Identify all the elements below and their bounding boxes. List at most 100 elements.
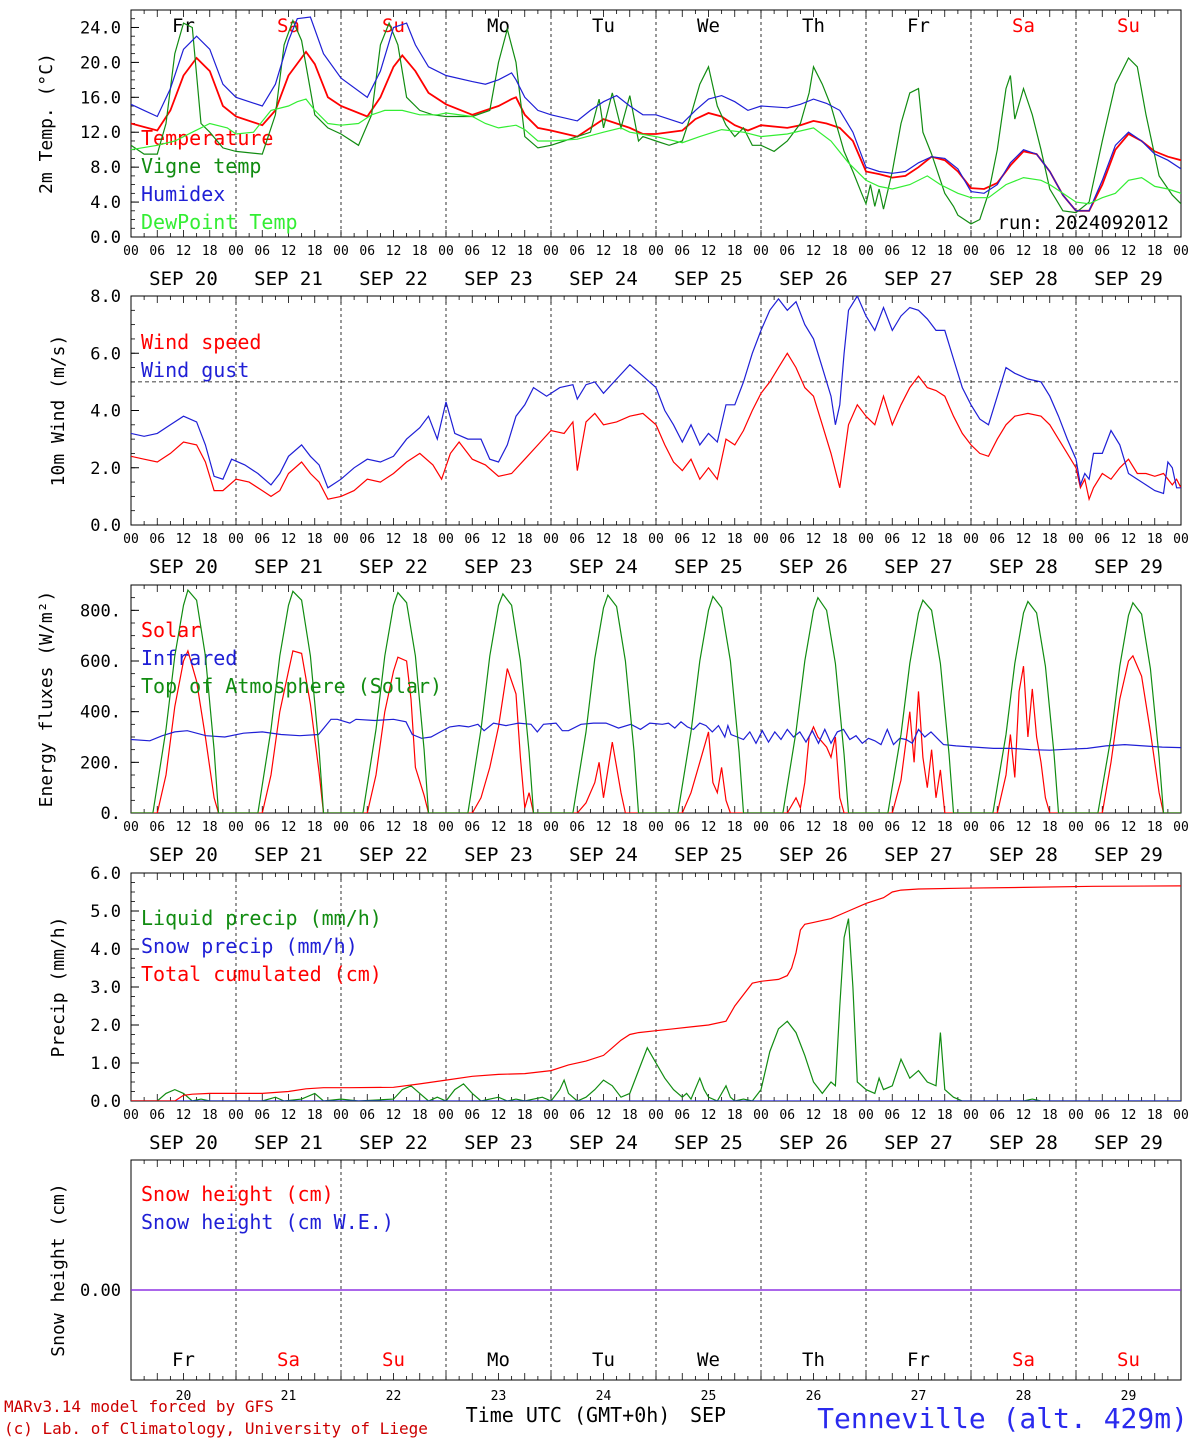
y-axis-label: Precip (mm/h) [48,917,69,1058]
y-tick-label: 4.0 [90,940,121,960]
legend-entry: Wind speed [141,330,261,354]
x-axis-label: Time UTC (GMT+0h) [466,1403,671,1427]
hour-tick-label: 06 [359,532,375,547]
hour-tick-label: 12 [806,532,822,547]
hour-tick-label: 12 [1121,820,1137,835]
weekday-label: Tu [592,15,615,37]
hour-tick-label: 00 [648,244,664,259]
hour-tick-label: 12 [1121,532,1137,547]
date-label: SEP 26 [779,844,848,866]
hour-tick-label: 06 [464,244,480,259]
hour-tick-label: 00 [123,820,139,835]
date-label: SEP 20 [149,1132,218,1154]
hour-tick-label: 00 [963,244,979,259]
hour-tick-label: 18 [937,532,953,547]
hour-tick-label: 18 [202,1108,218,1123]
hour-tick-label: 18 [412,244,428,259]
hour-tick-label: 12 [176,1108,192,1123]
hour-tick-label: 00 [648,532,664,547]
day-number-label: 23 [491,1389,507,1404]
date-label: SEP 20 [149,268,218,290]
hour-tick-label: 06 [254,532,270,547]
hour-tick-label: 06 [884,244,900,259]
date-label: SEP 22 [359,556,428,578]
hour-tick-label: 18 [412,1108,428,1123]
hour-tick-label: 12 [386,244,402,259]
legend-entry: Humidex [141,182,225,206]
hour-tick-label: 06 [674,1108,690,1123]
hour-tick-label: 18 [307,244,323,259]
hour-tick-label: 18 [1147,244,1163,259]
hour-tick-label: 00 [438,244,454,259]
hour-tick-label: 12 [281,820,297,835]
hour-tick-label: 12 [701,820,717,835]
hour-tick-label: 12 [596,532,612,547]
hour-tick-label: 00 [648,1108,664,1123]
hour-tick-label: 06 [359,244,375,259]
hour-tick-label: 06 [569,1108,585,1123]
y-tick-label: 1.0 [90,1054,121,1074]
date-label: SEP 28 [989,844,1058,866]
hour-tick-label: 12 [911,820,927,835]
y-tick-label: 0.0 [90,228,121,248]
hour-tick-label: 18 [517,820,533,835]
date-label: SEP 20 [149,556,218,578]
weekday-label: Fr [172,15,195,37]
date-label: SEP 29 [1094,268,1163,290]
y-tick-label: 16.0 [80,88,121,108]
hour-tick-label: 00 [858,1108,874,1123]
hour-tick-label: 00 [123,1108,139,1123]
credit-line-2: (c) Lab. of Climatology, University of L… [4,1419,428,1438]
hour-tick-label: 06 [254,244,270,259]
day-number-label: 20 [176,1389,192,1404]
hour-tick-label: 06 [779,1108,795,1123]
date-label: SEP 26 [779,1132,848,1154]
hour-tick-label: 18 [1042,244,1058,259]
y-tick-label: 0. [101,804,121,824]
hour-tick-label: 06 [149,820,165,835]
y-tick-label: 12.0 [80,123,121,143]
y-tick-label: 4.0 [90,402,121,422]
hour-tick-label: 12 [596,1108,612,1123]
hour-tick-label: 18 [832,1108,848,1123]
hour-tick-label: 00 [438,1108,454,1123]
hour-tick-label: 00 [333,820,349,835]
series-line-infrared [131,718,1181,751]
hour-tick-label: 12 [911,532,927,547]
day-number-label: 26 [806,1389,822,1404]
hour-tick-label: 06 [674,820,690,835]
hour-tick-label: 00 [753,820,769,835]
hour-tick-label: 00 [228,532,244,547]
legend-entry: Snow height (cm) [141,1182,334,1206]
series-line-total-cumulated-cm- [131,885,1181,1101]
y-axis-label: 2m Temp. (°C) [36,53,57,194]
date-label: SEP 20 [149,844,218,866]
series-line-humidex [131,16,1181,212]
series-line-top-of-atmosphere-solar- [131,588,1181,813]
hour-tick-label: 18 [622,1108,638,1123]
y-tick-label: 20.0 [80,53,121,73]
series-line-dewpoint-temp [131,98,1181,205]
hour-tick-label: 00 [963,820,979,835]
y-axis-label: 10m Wind (m/s) [48,335,69,487]
weekday-label: Fr [907,15,930,37]
hour-tick-label: 06 [1094,820,1110,835]
hour-tick-label: 00 [753,244,769,259]
hour-tick-label: 12 [281,532,297,547]
hour-tick-label: 18 [1147,532,1163,547]
y-tick-label: 6.0 [90,864,121,884]
panel-5: Fr Sa Su Mo Tu We Th Fr Sa Su 20 21 22 23 24 25 26 27 28 29… [48,1159,1182,1404]
hour-tick-label: 12 [806,1108,822,1123]
weekday-label: Mo [487,1349,510,1371]
hour-tick-label: 00 [1068,820,1084,835]
hour-tick-label: 12 [1016,820,1032,835]
hour-tick-label: 18 [202,820,218,835]
hour-tick-label: 18 [622,820,638,835]
day-number-label: 29 [1121,1389,1137,1404]
y-tick-label: 200. [80,753,121,773]
hour-tick-label: 18 [832,244,848,259]
series-line-wind-gust [131,296,1181,495]
series-line-vigne-temp [131,18,1181,225]
day-number-label: 24 [596,1389,612,1404]
hour-tick-label: 06 [779,532,795,547]
